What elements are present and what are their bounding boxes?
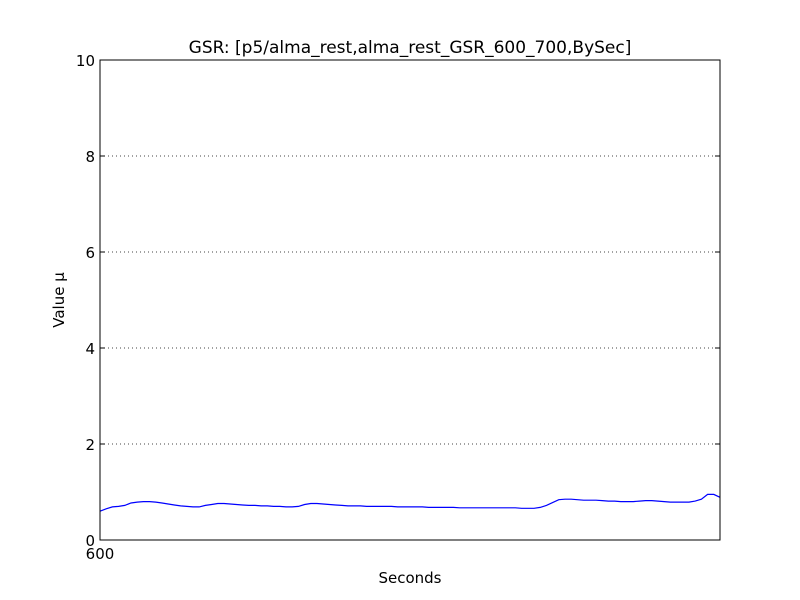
chart-title: GSR: [p5/alma_rest,alma_rest_GSR_600_700… [189, 38, 632, 58]
y-tick-label: 2 [85, 436, 95, 454]
y-tick-label: 4 [85, 340, 95, 358]
y-tick-label: 8 [85, 148, 95, 166]
y-axis-label: Value µ [50, 272, 68, 328]
x-axis-label: Seconds [378, 569, 441, 587]
y-tick-label: 10 [76, 52, 95, 70]
x-axis-ticks: 600 [86, 545, 115, 563]
grid-lines [100, 155, 720, 445]
x-tick-label: 600 [86, 545, 115, 563]
plot-frame [99, 59, 721, 541]
y-tick-label: 6 [85, 244, 95, 262]
series-line [99, 493, 721, 512]
y-tick-label: 0 [85, 532, 95, 550]
y-axis-ticks: 0 2 4 6 8 10 [76, 52, 720, 550]
